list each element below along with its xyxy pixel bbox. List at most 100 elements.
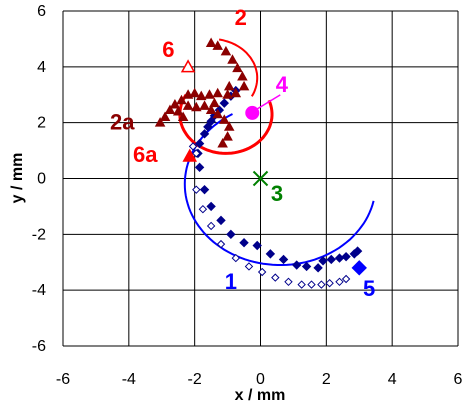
triangle-point — [189, 87, 200, 98]
triangle-point — [238, 80, 250, 91]
filled-diamond-point — [226, 229, 236, 240]
triangle-point — [217, 138, 228, 148]
filled-diamond-point — [301, 261, 312, 272]
y-tick-label: 2 — [37, 115, 46, 132]
filled-diamond-point — [239, 238, 249, 248]
open-diamond-point — [216, 239, 226, 249]
filled-diamond-point — [194, 138, 205, 149]
annotation-label-6a: 6a — [133, 142, 158, 167]
curve-6 — [218, 38, 259, 97]
open-diamond-point — [244, 262, 254, 271]
filled-diamond-point — [265, 249, 276, 259]
triangle-point — [223, 80, 235, 91]
open-diamond-point — [192, 185, 201, 194]
annotation-label-2a: 2a — [110, 110, 135, 135]
triangle-point — [212, 87, 223, 98]
filled-diamond-point — [194, 162, 205, 173]
y-tick-label: 6 — [37, 3, 46, 20]
x-tick-label: -4 — [122, 371, 136, 388]
filled-diamond-point — [313, 263, 323, 273]
annotation-label-5: 5 — [363, 276, 375, 301]
filled-diamond-point — [206, 116, 216, 126]
x-tick-label: 6 — [454, 371, 463, 388]
point-3-cross — [252, 170, 269, 187]
annotations: 1 2 2a 3 4 5 6 6a — [110, 5, 375, 301]
triangle-point — [191, 101, 202, 112]
triangle-point — [223, 121, 235, 131]
triangle-point — [182, 100, 194, 110]
point-6-marker — [180, 59, 196, 73]
triangle-point — [227, 54, 238, 64]
filled-diamond-point — [216, 215, 226, 226]
x-axis-title: x / mm — [235, 387, 286, 404]
annotation-label-2: 2 — [235, 5, 247, 30]
filled-diamond-point — [318, 256, 328, 266]
y-axis-title: y / mm — [9, 153, 26, 204]
triangle-point — [219, 114, 230, 124]
point-4-leader — [256, 94, 281, 110]
filled-diamond-point — [341, 251, 351, 262]
triangle-point — [222, 131, 233, 141]
y-tick-label: -2 — [32, 226, 46, 243]
tick-labels: -6 -4 -2 0 2 4 6 -6 -4 -2 0 2 4 6 — [32, 3, 463, 388]
open-diamond-point — [271, 273, 280, 282]
triangle-point — [182, 89, 194, 99]
open-diamond-point — [188, 142, 198, 151]
y-tick-label: 4 — [37, 59, 46, 76]
triangle-point — [230, 87, 242, 98]
filled-diamond-point — [219, 98, 229, 108]
triangle-point — [176, 94, 187, 105]
filled-diamond-point — [292, 260, 302, 270]
filled-diamond-point — [278, 254, 289, 265]
triangle-point — [204, 89, 215, 99]
open-diamond-point — [307, 280, 316, 289]
triangle-point — [199, 100, 210, 110]
triangle-point — [169, 98, 181, 109]
annotation-label-1: 1 — [225, 269, 237, 294]
open-diamond-point — [341, 274, 351, 284]
triangle-point — [237, 71, 248, 81]
point-5-marker — [351, 260, 367, 276]
x-tick-label: -6 — [56, 371, 70, 388]
triangle-point — [172, 105, 184, 116]
triangle-point — [205, 104, 217, 115]
open-diamond-point — [297, 280, 306, 289]
triangle-point — [232, 62, 243, 73]
filled-diamond-point — [352, 246, 363, 256]
open-diamond-point — [231, 253, 241, 263]
x-tick-label: -2 — [188, 371, 202, 388]
annotation-label-4: 4 — [276, 72, 289, 97]
x-tick-label: 0 — [256, 371, 265, 388]
filled-diamond-point — [326, 254, 336, 265]
triangle-point — [220, 45, 232, 56]
x-tick-label: 2 — [322, 371, 331, 388]
open-diamond-point — [317, 280, 326, 289]
triangle-point — [212, 40, 223, 50]
open-diamond-point — [325, 278, 334, 288]
filled-diamond-point — [206, 201, 216, 212]
point-6a-marker — [182, 148, 198, 162]
triangle-point — [209, 97, 220, 108]
open-diamond-point — [192, 149, 201, 158]
open-diamond-point — [198, 205, 208, 214]
open-diamond-point — [257, 267, 267, 277]
filled-diamond-point — [334, 253, 345, 263]
triangle-point — [205, 37, 217, 48]
open-diamond-point — [335, 277, 344, 286]
open-diamond-point — [284, 277, 293, 286]
grid — [62, 10, 459, 347]
open-diamond-point — [206, 221, 216, 231]
triangle-point — [212, 108, 223, 119]
triangle-point — [195, 90, 207, 101]
y-tick-label: -6 — [32, 338, 46, 355]
annotation-label-6: 6 — [162, 37, 174, 62]
triangle-point — [159, 111, 171, 122]
y-tick-label: -4 — [32, 282, 46, 299]
triangle-point — [222, 89, 233, 99]
data-markers — [154, 37, 367, 289]
filled-diamond-point — [199, 184, 210, 195]
filled-diamond-point — [252, 240, 262, 251]
filled-diamond-point — [203, 122, 213, 132]
